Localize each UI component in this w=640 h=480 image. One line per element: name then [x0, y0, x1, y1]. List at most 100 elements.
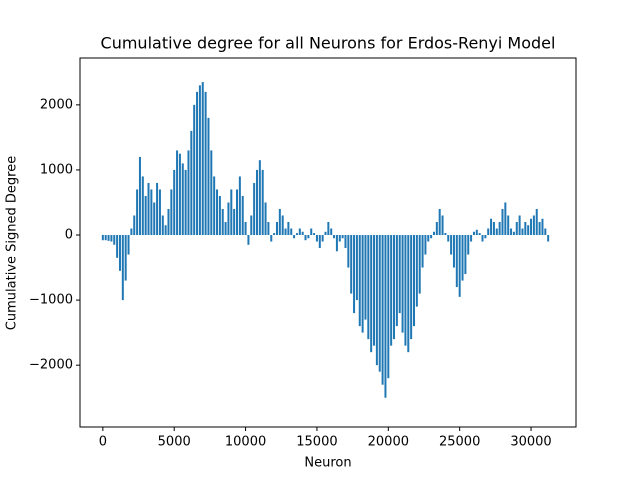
bar [330, 228, 333, 236]
bar [398, 235, 401, 314]
bar [130, 228, 133, 236]
bar [347, 235, 350, 268]
bar [507, 215, 510, 236]
bar [541, 218, 544, 236]
bar [173, 169, 176, 236]
bar [198, 85, 201, 236]
bar [395, 235, 398, 327]
y-tick-label: −1000 [29, 293, 73, 308]
bar [107, 235, 110, 241]
bar [427, 235, 430, 242]
bar [295, 233, 298, 236]
bar [544, 228, 547, 236]
bar [484, 235, 487, 239]
bar [341, 235, 344, 239]
x-tick-label: 20000 [368, 435, 409, 450]
bar [153, 202, 156, 236]
bar [418, 235, 421, 294]
bar [321, 235, 324, 242]
bar [310, 228, 313, 236]
bar [370, 235, 373, 353]
bar [498, 222, 501, 236]
x-tick-label: 0 [99, 435, 107, 450]
bar [224, 222, 227, 236]
bar [461, 235, 464, 281]
bar [481, 235, 484, 242]
bar [127, 235, 130, 255]
bar [358, 235, 361, 327]
x-tick-label: 30000 [510, 435, 551, 450]
bar [147, 182, 150, 236]
bar [278, 208, 281, 236]
bar [407, 235, 410, 353]
bar [287, 222, 290, 236]
plot-area [101, 82, 550, 398]
x-tick-label: 15000 [296, 435, 337, 450]
bar [201, 82, 204, 236]
bar [210, 150, 213, 236]
bar [327, 222, 330, 236]
bar [350, 235, 353, 294]
bar [538, 222, 541, 236]
bar [512, 231, 515, 236]
bar [298, 228, 301, 236]
bar [373, 235, 376, 346]
bar [118, 235, 121, 271]
bar [438, 208, 441, 236]
bar [213, 176, 216, 236]
bar [113, 235, 116, 245]
bar [221, 208, 224, 236]
y-tick-label: −2000 [29, 358, 73, 373]
bar [304, 235, 307, 241]
bar [333, 235, 336, 239]
bar [353, 235, 356, 314]
bar [387, 235, 390, 379]
bar [521, 228, 524, 236]
bar [247, 235, 250, 245]
bar [384, 235, 387, 398]
bar [238, 176, 241, 236]
bar [293, 235, 296, 239]
bar [116, 235, 119, 258]
bar [467, 235, 470, 255]
bar [167, 208, 170, 236]
bar [110, 235, 113, 242]
bar [435, 222, 438, 236]
bar [393, 235, 396, 340]
bar [432, 231, 435, 236]
bar [138, 156, 141, 236]
bar [404, 235, 407, 346]
axes-frame [79, 57, 577, 428]
bar [367, 235, 370, 340]
bar [412, 235, 415, 327]
bar [121, 235, 124, 301]
bar [410, 235, 413, 340]
bar [204, 91, 207, 236]
bar [430, 235, 433, 239]
bar [270, 235, 273, 242]
bar [450, 235, 453, 255]
bar [156, 182, 159, 236]
bar [441, 215, 444, 236]
bar [530, 218, 533, 236]
bar [136, 189, 139, 236]
bar [532, 215, 535, 236]
bar [104, 235, 107, 241]
bar [338, 235, 341, 242]
bar [161, 215, 164, 236]
y-tick-label: 1000 [40, 162, 73, 177]
bar [284, 228, 287, 236]
bar [535, 208, 538, 236]
bar [181, 163, 184, 236]
bar [216, 189, 219, 236]
bar [361, 235, 364, 333]
bar [255, 169, 258, 236]
bar [253, 182, 256, 236]
bar [378, 235, 381, 372]
bar [490, 218, 493, 236]
bar [547, 235, 550, 242]
bar [275, 222, 278, 236]
bar [335, 235, 338, 252]
